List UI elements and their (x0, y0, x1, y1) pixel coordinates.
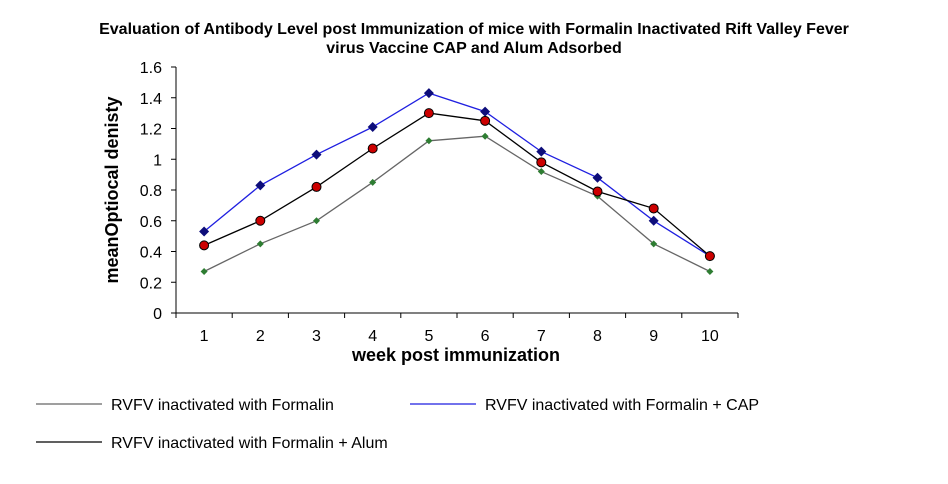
data-point (256, 240, 264, 248)
data-point (367, 143, 378, 154)
data-point (311, 181, 322, 192)
series-line (203, 92, 711, 257)
legend: RVFV inactivated with Formalin RVFV inac… (36, 397, 759, 452)
data-point (311, 149, 322, 160)
data-point (423, 108, 434, 119)
data-point (255, 180, 266, 191)
x-tick-label: 7 (537, 328, 546, 345)
series-line (203, 135, 711, 273)
data-point (706, 267, 714, 275)
data-point (650, 240, 658, 248)
y-tick-label: 0 (153, 306, 162, 323)
x-tick-label: 3 (312, 328, 321, 345)
data-point (423, 88, 434, 99)
y-tick-label: 1.2 (140, 122, 162, 139)
y-tick-labels: 0 0.2 0.4 0.6 0.8 1 1.2 1.4 1.6 (140, 60, 162, 323)
y-axis-title: meanOptiocal denisty (102, 96, 122, 283)
data-point (537, 168, 545, 176)
y-tick-label: 0.4 (140, 245, 162, 262)
series-3 (199, 108, 715, 262)
data-point (480, 106, 491, 117)
y-tick-label: 0.8 (140, 183, 162, 200)
x-tick-label: 1 (200, 328, 209, 345)
axes (171, 66, 739, 318)
y-tick-label: 0.2 (140, 275, 162, 292)
series-1 (200, 132, 714, 275)
data-point (592, 186, 603, 197)
data-point (592, 172, 603, 183)
y-tick-label: 1.4 (140, 91, 162, 108)
data-point (481, 132, 489, 140)
y-tick-label: 1 (153, 152, 162, 169)
x-tick-label: 9 (649, 328, 658, 345)
legend-label-formalin: RVFV inactivated with Formalin (111, 397, 334, 414)
data-point (648, 203, 659, 214)
data-point (704, 251, 715, 262)
data-point (425, 137, 433, 145)
data-point (369, 178, 377, 186)
series-2 (199, 88, 715, 262)
x-tick-labels: 1 2 3 4 5 6 7 8 9 10 (200, 328, 719, 345)
x-tick-label: 6 (481, 328, 490, 345)
data-point (536, 146, 547, 157)
chart-subtitle: virus Vaccine CAP and Alum Adsorbed (326, 40, 622, 57)
series-layer (199, 88, 715, 275)
data-point (480, 115, 491, 126)
chart-title: Evaluation of Antibody Level post Immuni… (99, 21, 849, 38)
x-tick-label: 10 (701, 328, 719, 345)
data-point (536, 157, 547, 168)
x-axis-title: week post immunization (351, 345, 560, 365)
y-tick-label: 1.6 (140, 60, 162, 77)
x-tick-label: 4 (368, 328, 377, 345)
series-line (203, 112, 711, 257)
data-point (367, 121, 378, 132)
legend-label-formalin-cap: RVFV inactivated with Formalin + CAP (485, 397, 759, 414)
data-point (313, 217, 320, 225)
data-point (255, 215, 266, 226)
data-point (648, 215, 659, 226)
legend-label-formalin-alum: RVFV inactivated with Formalin + Alum (111, 435, 388, 452)
data-point (200, 267, 208, 275)
x-tick-label: 8 (593, 328, 602, 345)
data-point (199, 240, 210, 251)
data-point (199, 226, 210, 237)
x-tick-label: 5 (424, 328, 433, 345)
y-tick-label: 0.6 (140, 214, 162, 231)
x-tick-label: 2 (256, 328, 265, 345)
